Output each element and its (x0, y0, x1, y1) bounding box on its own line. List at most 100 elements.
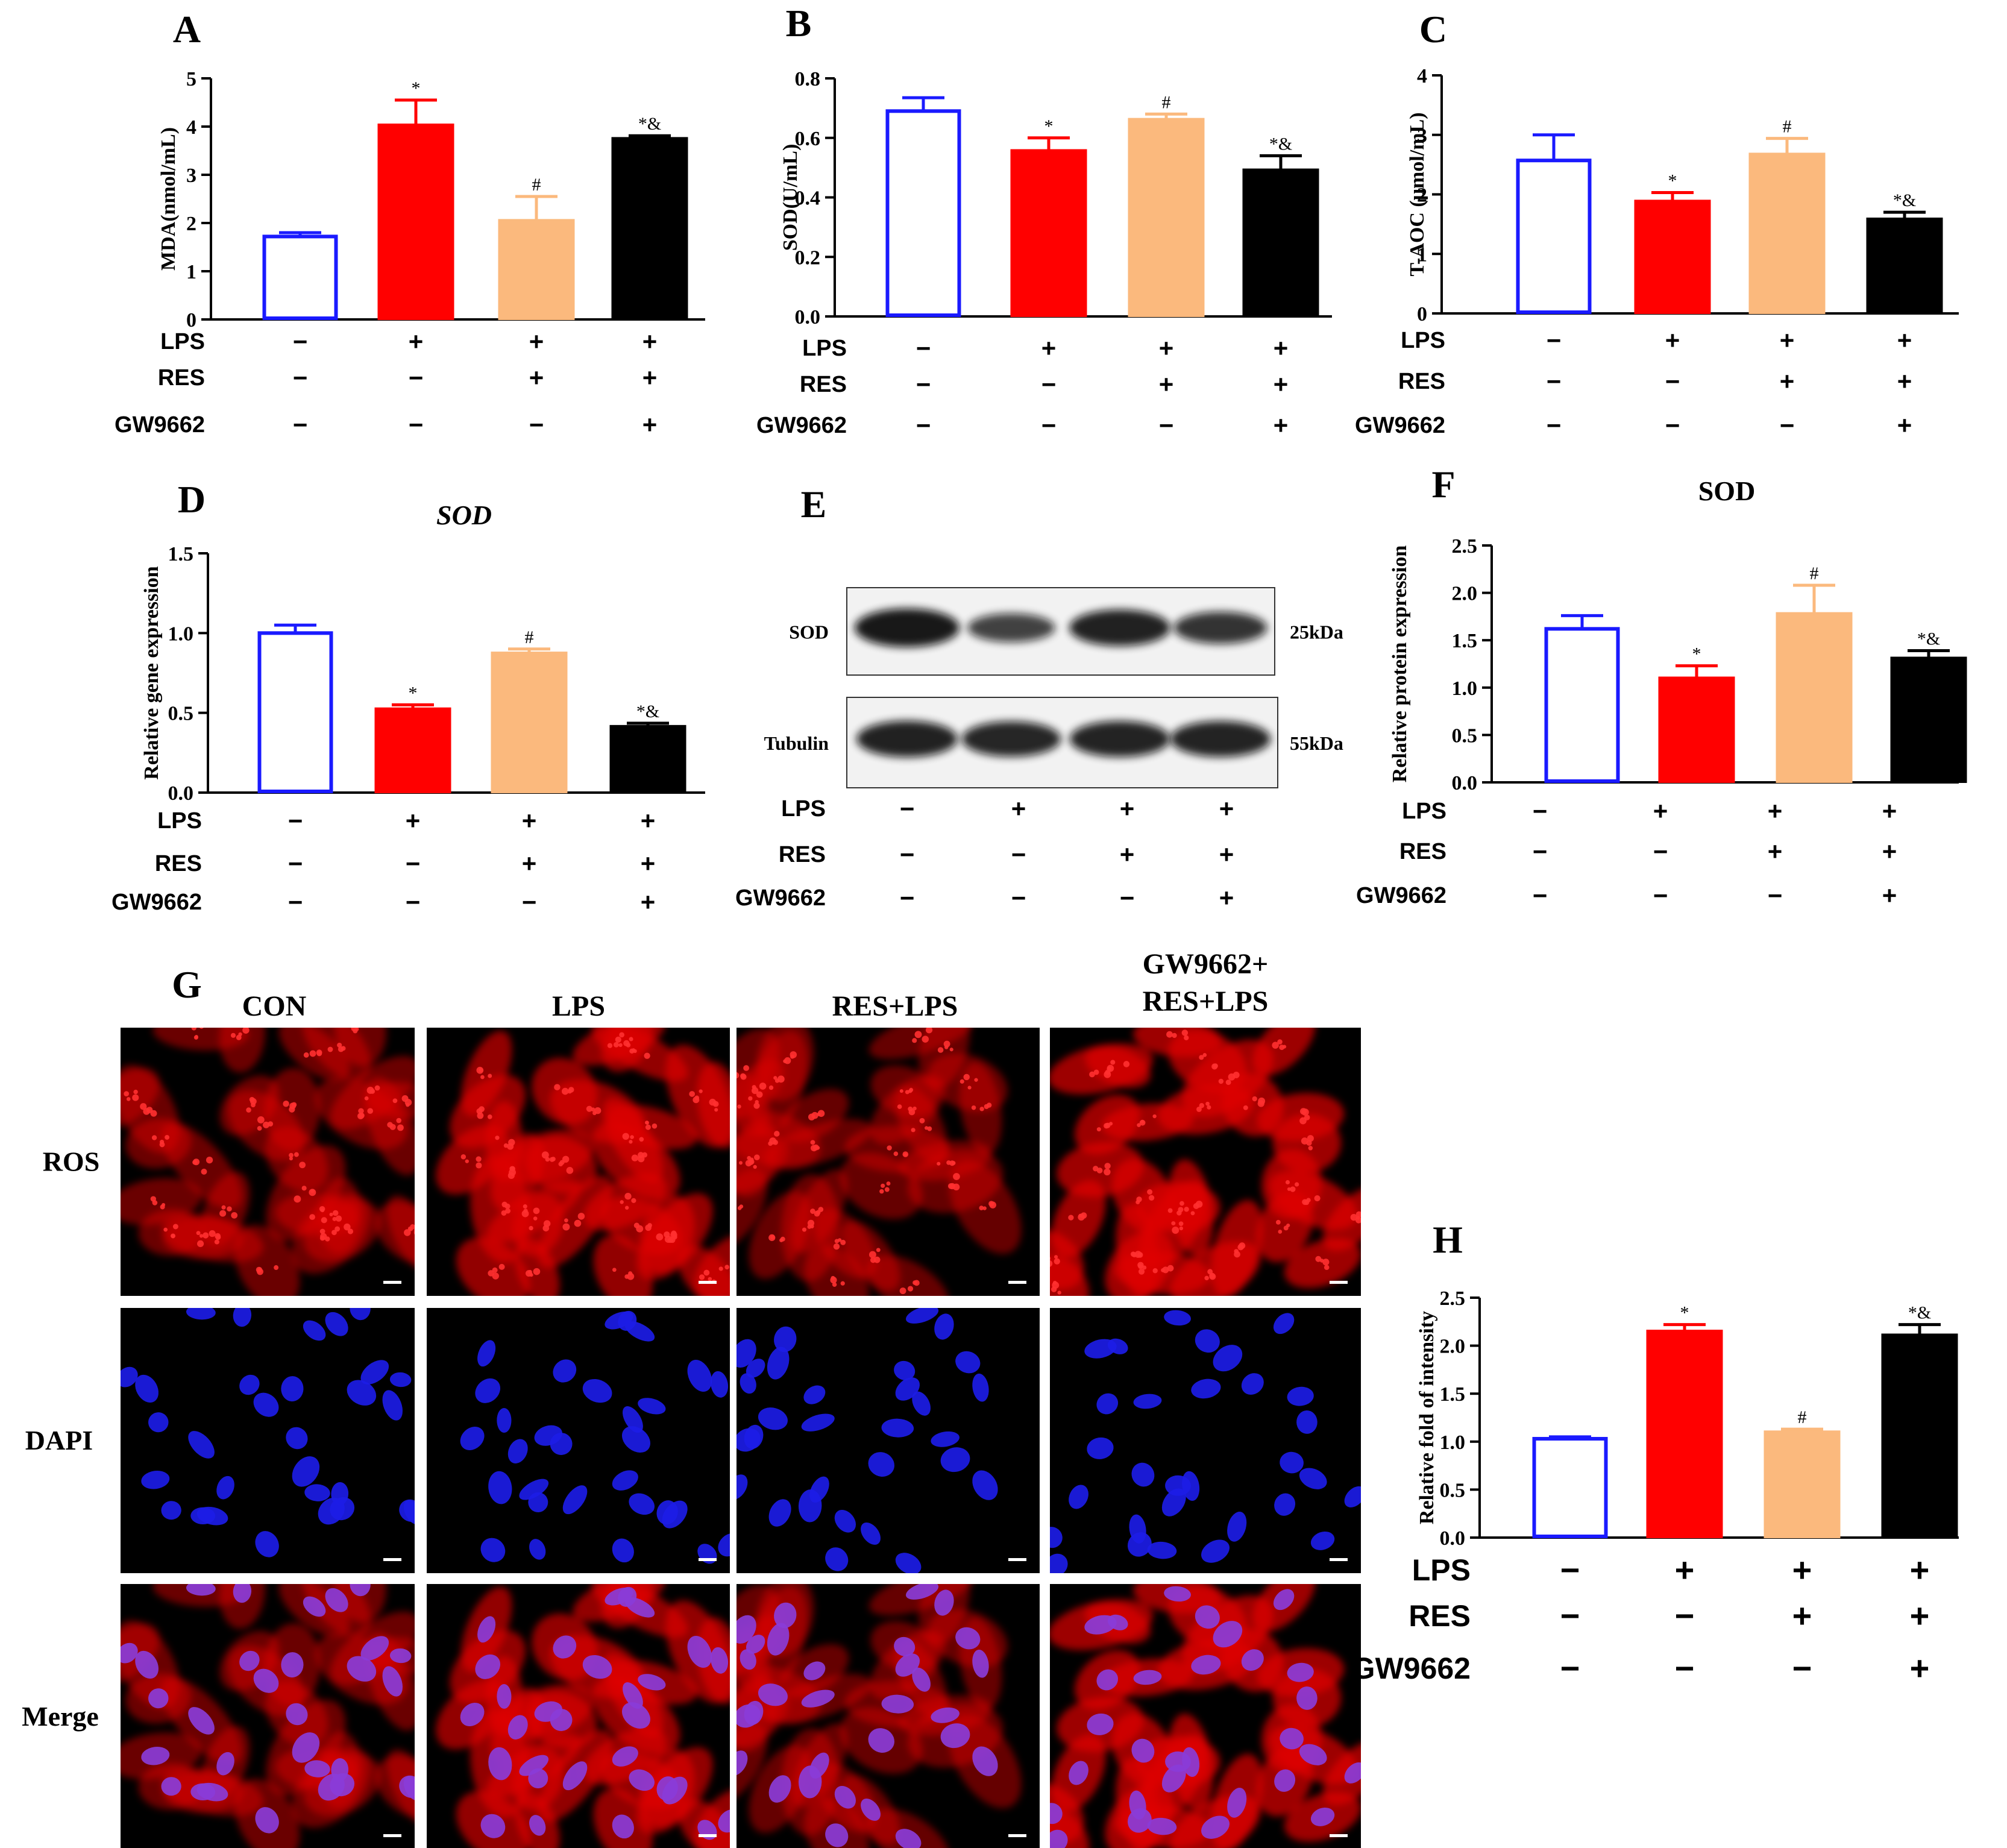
nucleus (304, 1760, 330, 1777)
micrograph-merge-1 (121, 1584, 415, 1848)
ros-speckle (554, 1084, 561, 1091)
nucleus (629, 1493, 655, 1515)
bar (491, 652, 568, 794)
nucleus (1344, 1486, 1361, 1507)
ros-speckle (1093, 1069, 1099, 1075)
chart-panel-c: C 0 1 2 3 4 T-AOC (μmol/mL) * # *& LPS − + + + RES − − + + G… (1355, 8, 1959, 439)
ros-speckle (316, 1049, 322, 1056)
nucleus (1273, 1313, 1295, 1334)
y-tick-label: 0.4 (795, 187, 821, 210)
nucleus (955, 1627, 981, 1650)
nucleus (1299, 1744, 1327, 1765)
column-header: CON (242, 990, 307, 1022)
molecular-weight-label: 55kDa (1290, 732, 1343, 754)
condition-sign: + (1882, 837, 1897, 866)
ros-speckle (274, 1265, 279, 1271)
condition-sign: + (1219, 884, 1234, 912)
ros-speckle (833, 1243, 840, 1250)
condition-label: LPS (157, 808, 202, 834)
nucleus (861, 1522, 881, 1545)
nucleus (744, 1424, 764, 1449)
condition-sign: + (1041, 334, 1057, 362)
condition-sign: − (1560, 1597, 1580, 1635)
cell-cytoplasm (334, 1028, 386, 1067)
y-tick-label: 1.5 (168, 543, 194, 565)
ros-speckle (624, 1205, 629, 1210)
ros-speckle (949, 1048, 953, 1052)
ros-speckle (953, 1173, 960, 1180)
panel-letter: C (1419, 8, 1447, 51)
cell-cytoplasm (125, 1118, 192, 1169)
ros-speckle (347, 1228, 354, 1234)
nucleus (768, 1499, 791, 1527)
ros-speckle (618, 1043, 623, 1048)
nucleus (1273, 1589, 1295, 1611)
micrograph-merge-4 (1050, 1584, 1361, 1848)
ros-speckle (193, 1158, 200, 1166)
nucleus (1227, 1787, 1247, 1818)
micrograph-ros-4 (1050, 1028, 1361, 1296)
ros-speckle (566, 1167, 574, 1174)
ros-speckle (299, 1161, 306, 1169)
nucleus (488, 1471, 512, 1504)
blot-strip-sod: SOD 25kDa (789, 587, 1343, 676)
nucleus (350, 1584, 371, 1597)
ros-speckle (533, 1216, 538, 1221)
condition-sign: − (916, 334, 931, 362)
nucleus (861, 1798, 881, 1821)
nucleus (216, 1752, 234, 1776)
ros-speckle (1199, 1055, 1204, 1060)
ros-speckle (768, 1085, 774, 1090)
ros-speckle (623, 1040, 630, 1046)
condition-sign: + (1675, 1551, 1695, 1589)
ros-speckle (689, 1091, 696, 1097)
condition-sign: − (916, 370, 931, 398)
ros-speckle (881, 1183, 885, 1188)
ros-speckle (876, 1248, 881, 1252)
ros-speckle (1172, 1032, 1177, 1039)
ros-speckle (480, 1075, 485, 1080)
ros-speckle (1142, 1265, 1147, 1270)
chart-panel-a: A 0 1 2 3 4 5 MDA(nmol/mL) * # *& LPS − + + + RES − − + + GW9… (115, 8, 705, 439)
ros-speckle (925, 1126, 929, 1130)
nucleus (186, 1584, 216, 1596)
significance-mark: # (532, 175, 541, 195)
y-tick-label: 0.0 (1440, 1527, 1466, 1550)
ros-speckle (979, 1205, 984, 1211)
ros-speckle (908, 1108, 916, 1116)
scale-bar (1330, 1834, 1348, 1837)
nucleus (389, 1372, 412, 1388)
ros-speckle (629, 1140, 633, 1144)
ros-speckle (289, 1157, 293, 1161)
condition-label: GW9662 (111, 890, 202, 915)
ros-speckle (246, 1107, 251, 1113)
nucleus (825, 1823, 849, 1847)
condition-sign: − (529, 410, 544, 439)
significance-mark: * (1044, 116, 1054, 136)
ros-speckle (201, 1168, 207, 1175)
nucleus (894, 1360, 916, 1381)
condition-sign: − (1560, 1649, 1580, 1687)
ros-speckle (196, 1231, 201, 1236)
column-header: GW9662+ (1143, 948, 1269, 980)
ros-speckle (1304, 1114, 1310, 1120)
ros-speckle (162, 1202, 166, 1207)
nucleus (1147, 1541, 1177, 1559)
ros-speckle (893, 1151, 899, 1156)
ros-speckle (974, 1078, 978, 1082)
nucleus (255, 1807, 279, 1834)
condition-sign: + (522, 806, 537, 835)
ros-speckle (1202, 1053, 1207, 1057)
condition-sign: − (1768, 881, 1783, 910)
bar (1748, 152, 1826, 315)
ros-speckle (630, 1135, 634, 1139)
y-tick-label: 2.0 (1440, 1336, 1466, 1358)
ros-speckle (922, 1036, 929, 1043)
condition-sign: + (641, 888, 656, 916)
nucleus (934, 1589, 954, 1616)
ros-speckle (620, 1200, 624, 1204)
nucleus (1296, 1686, 1318, 1710)
bar (1516, 159, 1592, 314)
ros-speckle (1148, 1195, 1155, 1201)
ros-speckle (960, 1079, 964, 1084)
